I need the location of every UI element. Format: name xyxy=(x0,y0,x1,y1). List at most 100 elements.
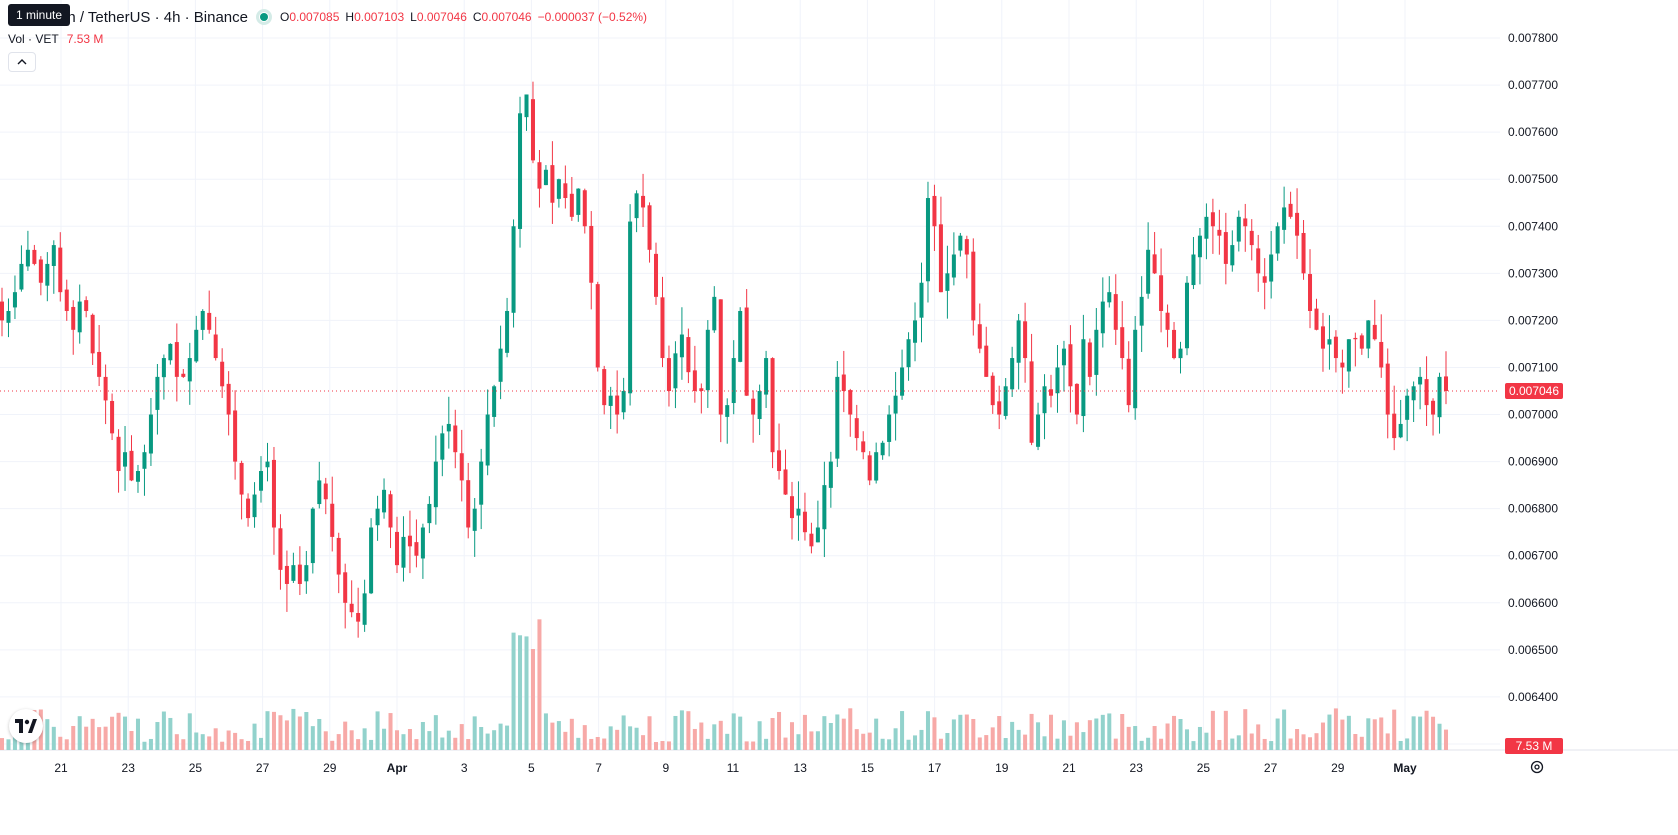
candle-body xyxy=(919,282,924,318)
volume-bar xyxy=(187,713,192,750)
volume-bar xyxy=(919,729,924,750)
candle-body xyxy=(796,508,801,516)
candle-body xyxy=(874,452,879,481)
candle-body xyxy=(1431,400,1436,415)
volume-bar xyxy=(291,708,296,750)
volume-bar xyxy=(323,731,328,750)
volume-bar xyxy=(1372,719,1377,750)
volume-bar xyxy=(783,737,788,750)
volume-bar xyxy=(1314,733,1319,750)
volume-bar xyxy=(1223,710,1228,750)
volume-bar xyxy=(310,726,315,750)
tradingview-logo-icon[interactable] xyxy=(9,709,43,743)
volume-bar xyxy=(1061,720,1066,750)
candle-body xyxy=(1437,376,1442,418)
candle-body xyxy=(220,361,225,387)
candle-body xyxy=(647,205,652,250)
price-tick-label: 0.007400 xyxy=(1508,219,1558,233)
candle-body xyxy=(997,401,1002,415)
collapse-legend-button[interactable] xyxy=(8,52,36,72)
candle-body xyxy=(692,370,697,391)
volume-bar xyxy=(1366,718,1371,750)
candle-body xyxy=(142,452,147,469)
volume-bar xyxy=(932,717,937,750)
candle-body xyxy=(1411,386,1416,401)
volume-bar xyxy=(297,716,302,750)
volume-bar xyxy=(394,730,400,750)
symbol-title[interactable]: in / TetherUS · 4h · Binance xyxy=(64,8,248,26)
volume-bar xyxy=(77,716,82,750)
candle-body xyxy=(1314,308,1319,330)
volume-bar xyxy=(1055,738,1060,750)
volume-bar xyxy=(1191,741,1196,750)
volume-bar xyxy=(530,648,535,750)
candle-body xyxy=(595,284,600,368)
candle-body xyxy=(867,455,872,481)
candle-body xyxy=(233,410,238,462)
volume-bar xyxy=(304,711,309,750)
volume-bar xyxy=(1146,737,1151,750)
candle-body xyxy=(181,373,186,377)
volume-bar xyxy=(1249,733,1254,750)
volume-legend[interactable]: Vol · VET 7.53 M xyxy=(8,32,103,46)
volume-bar xyxy=(252,723,257,750)
volume-bar xyxy=(1269,741,1274,750)
candle-body xyxy=(958,235,963,251)
candle-body xyxy=(174,342,179,377)
volume-bar xyxy=(828,723,833,750)
candle-body xyxy=(129,450,134,481)
volume-bar xyxy=(155,722,160,750)
candle-body xyxy=(1379,341,1384,368)
volume-bar xyxy=(90,718,95,750)
volume-bar xyxy=(1340,719,1345,750)
volume-bar xyxy=(887,739,892,750)
volume-bar xyxy=(349,730,354,750)
volume-bar xyxy=(433,715,438,750)
candle-body xyxy=(530,99,535,161)
candle-body xyxy=(1061,348,1066,366)
candle-body xyxy=(148,414,153,454)
volume-bar xyxy=(336,734,341,750)
volume-bar xyxy=(1333,708,1338,750)
candle-body xyxy=(802,511,807,533)
volume-bar xyxy=(1210,710,1215,750)
volume-bar xyxy=(1346,715,1351,750)
candle-body xyxy=(1100,301,1105,334)
candle-body xyxy=(466,480,471,528)
time-tick-label: 17 xyxy=(928,761,942,775)
volume-bar xyxy=(660,741,665,750)
candle-body xyxy=(751,398,756,415)
market-status-icon[interactable] xyxy=(255,9,272,25)
volume-bar xyxy=(1023,734,1028,750)
volume-bar xyxy=(220,741,225,750)
volume-bar xyxy=(576,737,581,750)
time-tick-label: 23 xyxy=(1130,761,1144,775)
gear-icon[interactable] xyxy=(1528,758,1546,776)
volume-bar xyxy=(1165,723,1170,750)
candle-body xyxy=(317,480,322,505)
candle-body xyxy=(343,572,348,603)
price-tick-label: 0.006800 xyxy=(1508,502,1558,516)
candle-body xyxy=(893,395,898,414)
high-value: 0.007103 xyxy=(354,10,405,24)
chevron-up-icon xyxy=(17,59,27,65)
candle-body xyxy=(1081,339,1086,417)
symbol-legend: in / TetherUS · 4h · Binance O0.007085 H… xyxy=(8,6,647,28)
volume-bar xyxy=(1418,716,1423,750)
volume-bar xyxy=(71,725,76,750)
volume-bar xyxy=(330,740,335,750)
candle-body xyxy=(401,536,406,568)
candle-body xyxy=(1023,321,1028,359)
candle-body xyxy=(1087,342,1092,377)
candle-body xyxy=(1308,274,1313,311)
candle-body xyxy=(0,301,5,321)
candle-body xyxy=(925,198,930,282)
volume-bar xyxy=(375,711,380,750)
candle-body xyxy=(511,226,516,313)
candle-body xyxy=(90,314,95,354)
candle-body xyxy=(1217,229,1222,236)
candle-body xyxy=(427,503,432,524)
volume-bar xyxy=(1113,738,1118,750)
candle-body xyxy=(1288,203,1293,217)
